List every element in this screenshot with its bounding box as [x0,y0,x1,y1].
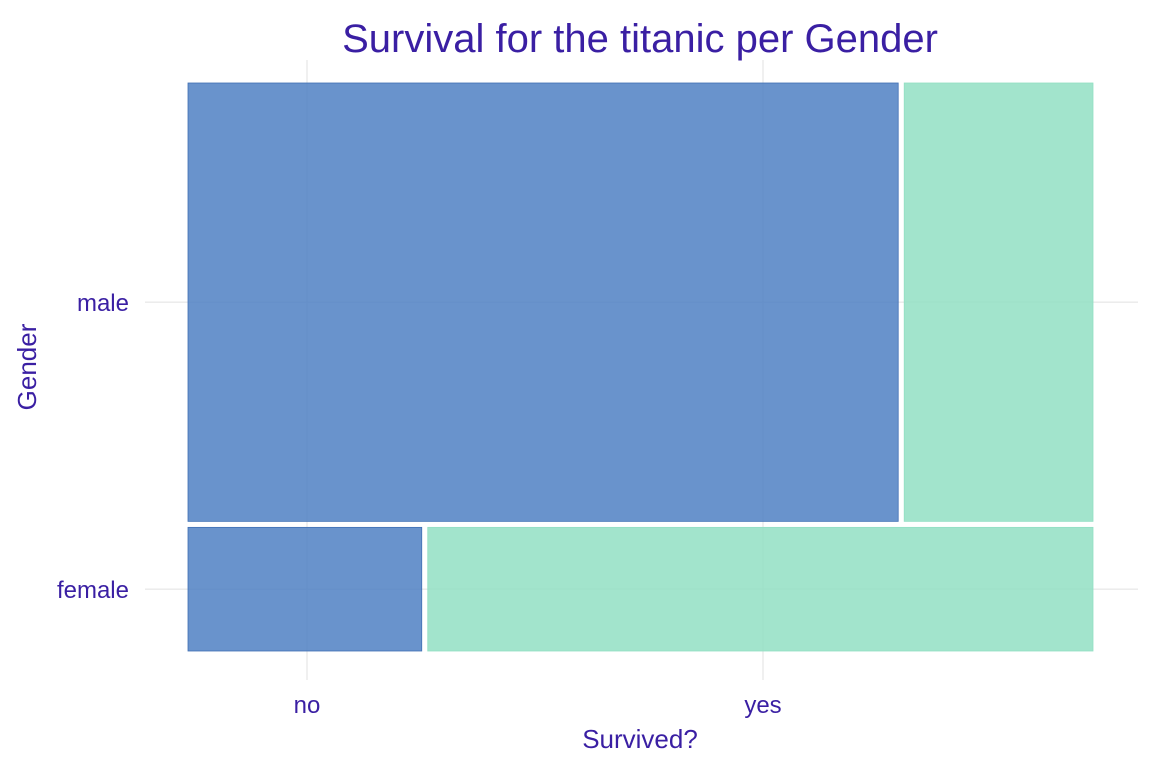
y-tick-label-male: male [77,290,129,317]
tile-female-no [187,526,423,652]
x-tick-labels: no yes [294,692,782,719]
y-tick-label-female: female [57,577,129,604]
x-tick-label-yes: yes [744,692,781,719]
y-tick-labels: female male [57,290,129,604]
tile-male-no [187,82,899,522]
y-axis-title: Gender [12,323,42,410]
chart-title: Survival for the titanic per Gender [342,17,938,61]
x-axis-title: Survived? [582,724,698,754]
tile-male-yes [903,82,1094,522]
tile-female-yes [427,526,1094,652]
tile-layer [187,82,1094,652]
x-tick-label-no: no [294,692,321,719]
